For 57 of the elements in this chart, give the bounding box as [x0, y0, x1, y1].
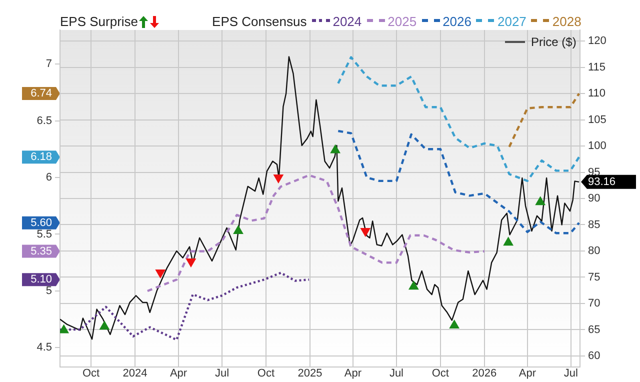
- text: EPS Consensus: [212, 14, 307, 29]
- y2-tick-label: 80: [588, 245, 600, 258]
- y-tick-label: 5.35: [30, 245, 52, 258]
- y-tick-label: 7: [46, 58, 52, 70]
- x-tick-label: Apr: [518, 368, 536, 380]
- legend-label: 2025: [388, 14, 417, 29]
- y2-tick-label: 110: [588, 88, 606, 100]
- y2-tick-label: 90: [588, 192, 600, 205]
- point: [449, 320, 460, 329]
- x-tick-label: 2025: [298, 368, 322, 380]
- line-series: [146, 174, 486, 292]
- point: [408, 281, 419, 290]
- x-tick-label: Oct: [432, 368, 450, 380]
- y2-tick-label: 65: [588, 324, 600, 336]
- y2-tick-label: 120: [588, 35, 606, 48]
- y-tick-label: 5.5: [36, 228, 52, 240]
- y-tick-label: 6: [46, 172, 52, 184]
- y-tick-label: 5.60: [30, 216, 52, 229]
- point: [536, 196, 546, 206]
- y2-tick-label: 93.16: [588, 176, 616, 188]
- x-tick-label: Jul: [564, 368, 578, 380]
- point: [233, 226, 244, 234]
- y2-tick-label: 100: [588, 140, 606, 152]
- x-tick-label: Apr: [170, 368, 188, 380]
- y2-tick-label: 85: [588, 218, 600, 231]
- point: [60, 324, 69, 334]
- y2-tick-label: 115: [588, 61, 606, 74]
- x-tick-label: Oct: [82, 368, 100, 380]
- legend-label: 2028: [552, 14, 582, 29]
- x-tick-label: Apr: [344, 368, 362, 380]
- y-tick-label: 5: [46, 285, 52, 298]
- x-tick-label: 2024: [122, 368, 148, 380]
- y-tick-label: 6.5: [36, 114, 52, 127]
- line-series: [337, 56, 580, 182]
- legend-label: 2026: [442, 14, 472, 29]
- y-tick-label: 5.10: [30, 274, 52, 286]
- line-series: [337, 130, 580, 234]
- y-tick-label: 6.18: [30, 151, 52, 164]
- y2-tick-label: 60: [588, 350, 600, 362]
- legend-label: Price ($): [531, 35, 576, 49]
- x-tick-label: Oct: [257, 368, 275, 380]
- y-tick-label: 6.74: [30, 88, 52, 100]
- line-series: [60, 272, 310, 341]
- y-tick-label: 4.5: [36, 342, 52, 354]
- y2-tick-label: 75: [588, 271, 600, 284]
- y2-tick-label: 105: [588, 114, 606, 126]
- x-tick-label: 2026: [472, 368, 497, 380]
- legend-label: 2027: [497, 14, 526, 29]
- text: EPS Surprise: [60, 14, 138, 29]
- x-tick-label: Jul: [389, 368, 404, 380]
- point: [100, 321, 110, 330]
- point: [330, 144, 340, 154]
- x-tick-label: Jul: [214, 368, 230, 380]
- y2-tick-label: 70: [588, 298, 600, 310]
- line-series: [508, 92, 580, 148]
- legend-label: 2024: [332, 14, 362, 29]
- point: [503, 237, 514, 246]
